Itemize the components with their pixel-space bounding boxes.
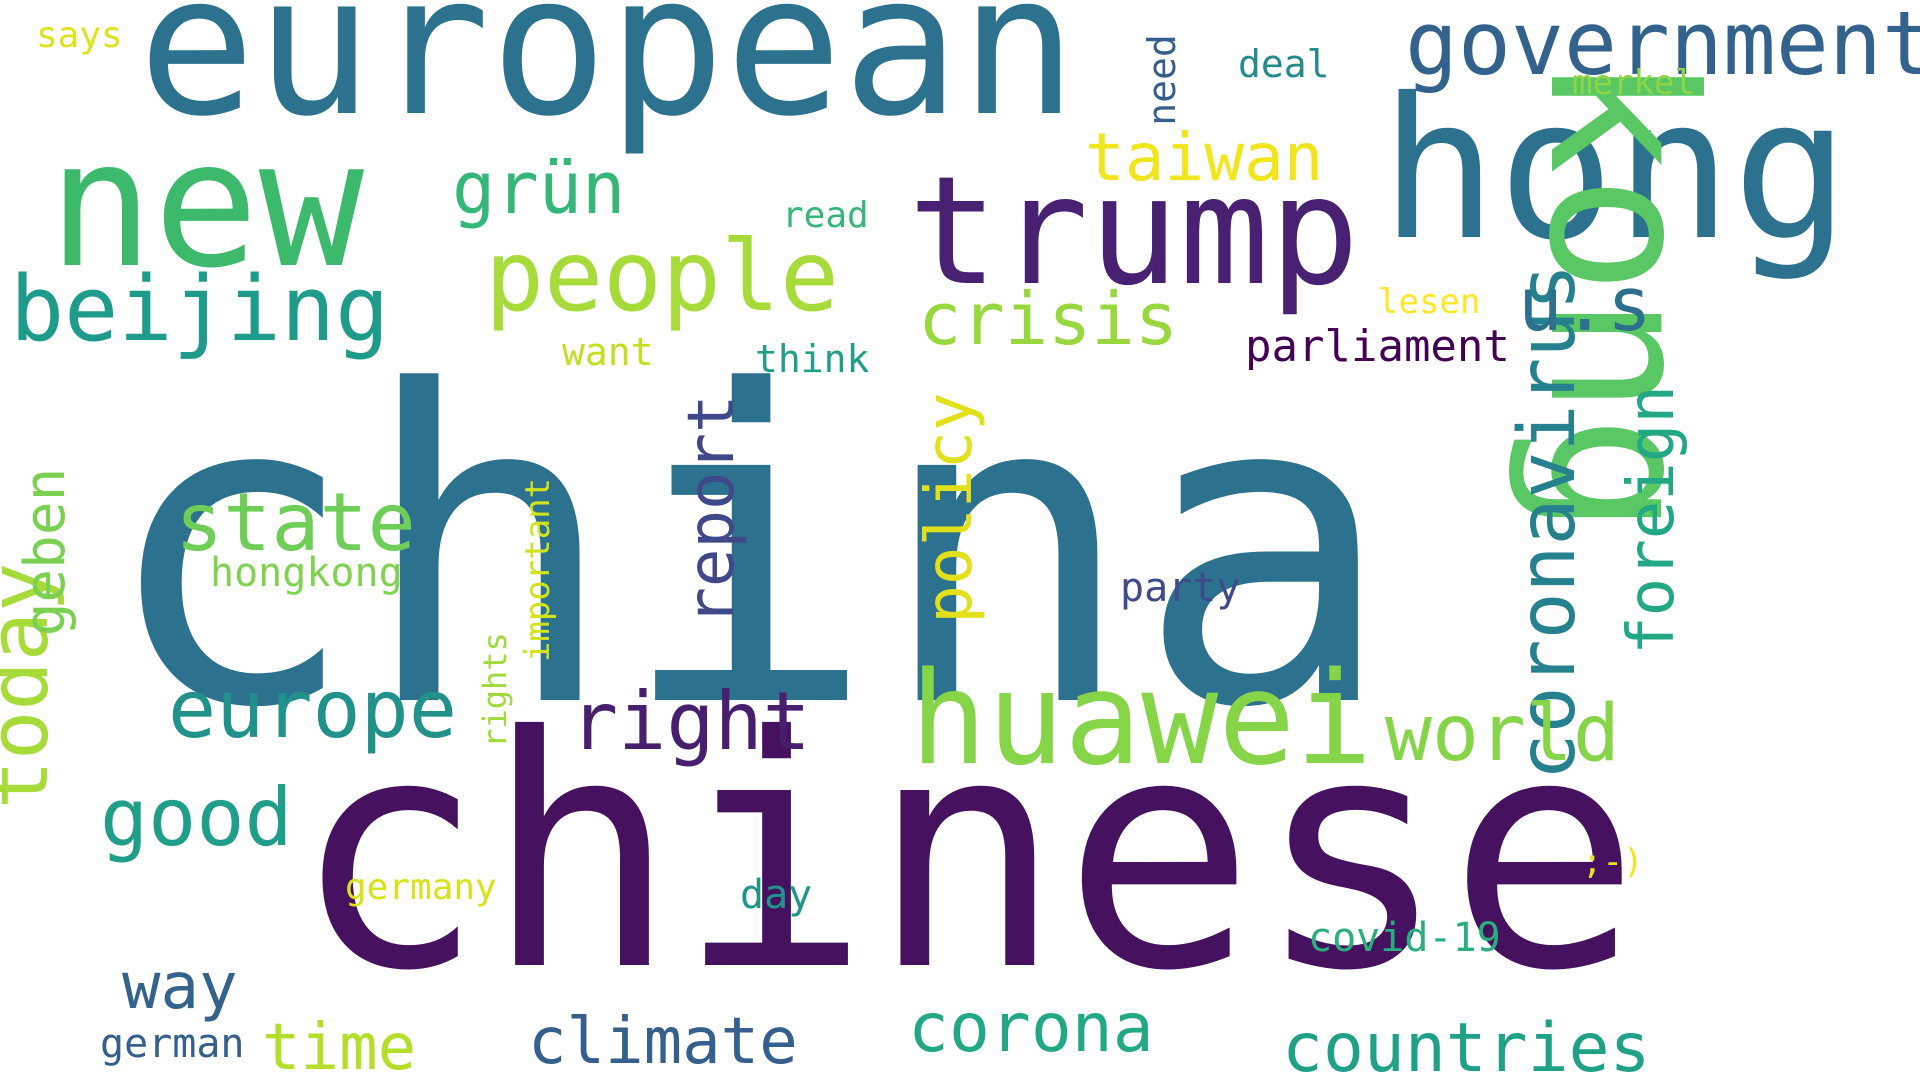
word-need: need <box>1140 34 1184 126</box>
word-think: think <box>755 337 870 381</box>
word-government: government <box>1405 0 1920 95</box>
word-parliament: parliament <box>1245 321 1510 372</box>
word-says: says <box>36 15 123 56</box>
word-geben: geben <box>13 467 78 637</box>
word-merkel: merkel <box>1572 63 1695 103</box>
word-wink: ;-) <box>1582 842 1644 882</box>
word-party: party <box>1120 565 1241 611</box>
word-chinese: chinese <box>292 669 1641 1041</box>
word-time: time <box>262 1011 417 1080</box>
word-way: way <box>122 950 238 1024</box>
word-rights: rights <box>476 632 514 748</box>
word-countries: countries <box>1282 1009 1651 1080</box>
word-right: right <box>570 675 811 768</box>
word-good: good <box>100 771 293 864</box>
word-people: people <box>485 220 840 334</box>
word-policy: policy <box>913 392 987 624</box>
word-lesen: lesen <box>1378 282 1481 322</box>
word-hongkong: hongkong <box>210 550 403 596</box>
word-german: german <box>100 1021 245 1067</box>
word-taiwan: taiwan <box>1085 119 1324 196</box>
word-beijing: beijing <box>10 257 390 362</box>
word-huawei: huawei <box>910 645 1373 794</box>
word-us: u.s <box>1518 262 1652 348</box>
word-read: read <box>782 195 869 236</box>
word-world: world <box>1385 689 1620 779</box>
word-covid-19: covid-19 <box>1308 915 1501 961</box>
word-crisis: crisis <box>918 277 1179 361</box>
word-deal: deal <box>1238 42 1330 86</box>
word-european: european <box>138 0 1078 159</box>
word-state: state <box>175 476 416 569</box>
word-corona: corona <box>908 989 1154 1068</box>
word-day: day <box>740 872 813 918</box>
word-trump: trump <box>908 145 1360 319</box>
word-grun: grün <box>452 146 626 230</box>
word-china: china <box>100 302 1395 802</box>
word-important: important <box>518 477 558 663</box>
word-foreign: foreign <box>1615 385 1689 655</box>
word-germany: germany <box>345 867 497 908</box>
word-europe: europe <box>168 663 457 756</box>
word-new: new <box>48 104 365 307</box>
word-climate: climate <box>528 1005 798 1079</box>
word-want: want <box>562 330 654 374</box>
word-hong: hong <box>1380 56 1850 283</box>
word-report: report <box>675 394 749 626</box>
